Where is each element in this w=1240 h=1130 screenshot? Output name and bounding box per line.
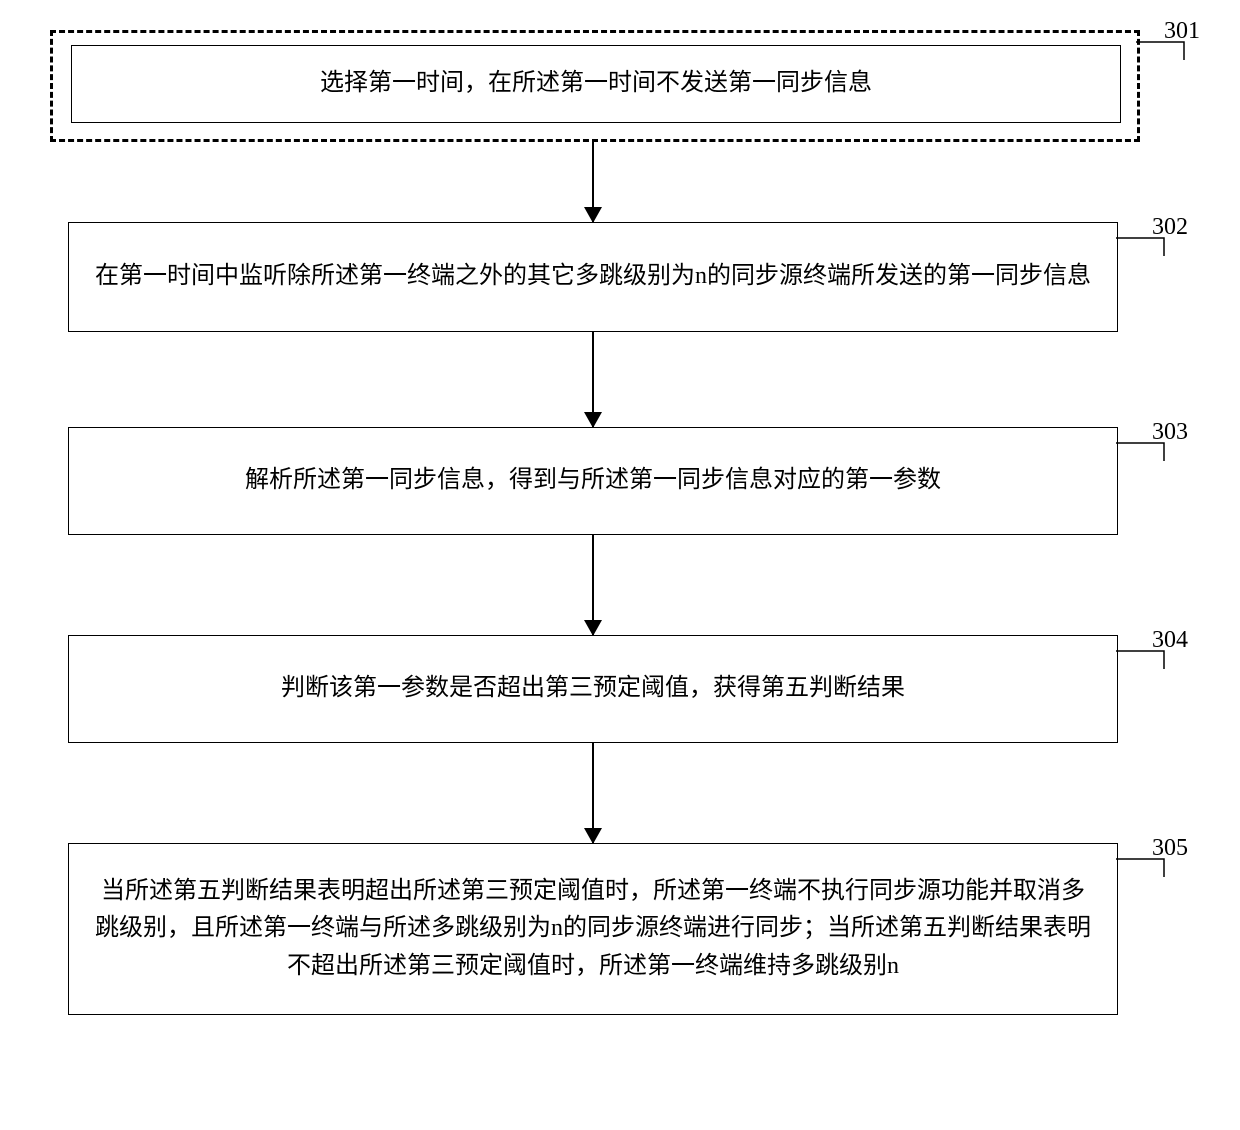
- step-304-text: 判断该第一参数是否超出第三预定阈值，获得第五判断结果: [281, 670, 905, 707]
- step-304-label: 304: [1152, 627, 1188, 654]
- step-305-wrapper: 当所述第五判断结果表明超出所述第三预定阈值时，所述第一终端不执行同步源功能并取消…: [68, 843, 1118, 1015]
- step-301-dashed: 选择第一时间，在所述第一时间不发送第一同步信息: [50, 30, 1140, 142]
- step-305-box: 当所述第五判断结果表明超出所述第三预定阈值时，所述第一终端不执行同步源功能并取消…: [68, 843, 1118, 1015]
- step-303-wrapper: 解析所述第一同步信息，得到与所述第一同步信息对应的第一参数 303: [68, 427, 1118, 535]
- step-305-text: 当所述第五判断结果表明超出所述第三预定阈值时，所述第一终端不执行同步源功能并取消…: [91, 873, 1095, 985]
- step-302-text: 在第一时间中监听除所述第一终端之外的其它多跳级别为n的同步源终端所发送的第一同步…: [95, 258, 1091, 295]
- step-303-text: 解析所述第一同步信息，得到与所述第一同步信息对应的第一参数: [245, 462, 941, 499]
- step-301-wrapper: 选择第一时间，在所述第一时间不发送第一同步信息 301: [50, 30, 1190, 142]
- arrow-302-303: [68, 332, 1118, 427]
- step-302-label: 302: [1152, 214, 1188, 241]
- step-305-label: 305: [1152, 835, 1188, 862]
- step-303-box: 解析所述第一同步信息，得到与所述第一同步信息对应的第一参数: [68, 427, 1118, 535]
- step-301-label: 301: [1164, 18, 1200, 45]
- arrow-304-305: [68, 743, 1118, 843]
- step-303-label: 303: [1152, 419, 1188, 446]
- step-302-box: 在第一时间中监听除所述第一终端之外的其它多跳级别为n的同步源终端所发送的第一同步…: [68, 222, 1118, 332]
- step-302-wrapper: 在第一时间中监听除所述第一终端之外的其它多跳级别为n的同步源终端所发送的第一同步…: [68, 222, 1118, 332]
- arrow-301-302: [68, 142, 1118, 222]
- step-304-box: 判断该第一参数是否超出第三预定阈值，获得第五判断结果: [68, 635, 1118, 743]
- step-304-wrapper: 判断该第一参数是否超出第三预定阈值，获得第五判断结果 304: [68, 635, 1118, 743]
- step-301-box: 选择第一时间，在所述第一时间不发送第一同步信息: [71, 45, 1121, 123]
- step-301-text: 选择第一时间，在所述第一时间不发送第一同步信息: [320, 65, 872, 102]
- arrow-303-304: [68, 535, 1118, 635]
- flowchart-container: 选择第一时间，在所述第一时间不发送第一同步信息 301 在第一时间中监听除所述第…: [50, 30, 1190, 1015]
